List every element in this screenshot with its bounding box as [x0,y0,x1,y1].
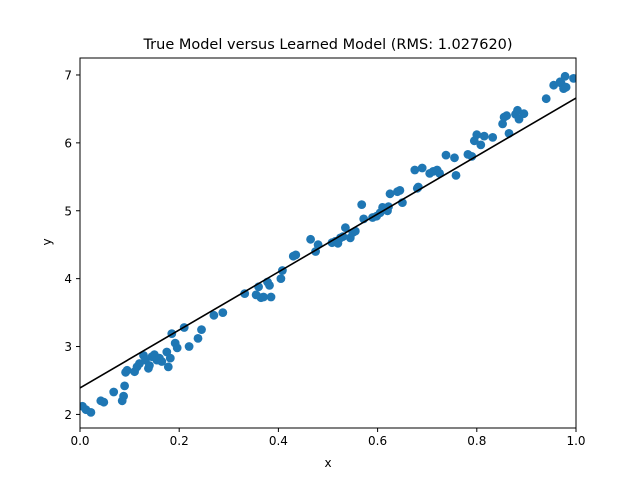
scatter-point [145,361,154,370]
scatter-point [451,171,461,180]
x-tick-label: 0.6 [368,434,387,448]
y-tick-label: 2 [64,408,72,422]
scatter-point [519,109,529,119]
scatter-point [184,342,194,351]
scatter-point [259,292,268,302]
scatter-point [569,74,576,83]
scatter-point [165,353,175,363]
scatter-point [450,153,459,163]
y-axis-label: y [40,238,54,245]
y-tick-label: 4 [64,272,72,286]
scatter-point [479,131,489,141]
scatter-point [240,289,250,298]
scatter-point [476,140,486,150]
x-tick-label: 0.2 [170,434,189,448]
scatter-point [86,408,96,417]
scatter-point [498,119,507,129]
scatter-point [472,130,482,140]
scatter-point [467,152,477,161]
scatter-point [560,71,570,81]
x-tick-label: 0.4 [269,434,288,448]
y-tick-label: 5 [64,204,72,218]
scatter-point [265,281,274,290]
scatter-point [266,292,276,302]
scatter-point [209,310,219,320]
scatter-point [341,223,350,233]
scatter-point [157,357,167,366]
scatter-point [561,82,571,92]
scatter-point [338,232,348,242]
x-axis-label: x [324,456,331,470]
scatter-point [197,325,206,334]
scatter-point [291,250,301,260]
y-axis: 2 3 4 5 6 7 [64,68,80,422]
y-tick-label: 3 [64,340,72,354]
y-tick-label: 6 [64,136,72,150]
scatter-point [276,274,286,283]
scatter-point [109,387,119,397]
scatter-point [502,111,511,121]
scatter-point [441,150,451,160]
scatter-point [395,186,405,195]
scatter-point [385,189,395,199]
scatter-point [120,381,129,391]
scatter-point [218,308,228,317]
scatter-point [541,94,551,104]
chart-title: True Model versus Learned Model (RMS: 1.… [142,37,512,53]
fit-line-layer [79,97,577,389]
x-tick-label: 0.8 [467,434,486,448]
y-tick-label: 7 [64,68,72,82]
x-tick-label: 1.0 [566,434,585,448]
fit-line [79,97,577,389]
scatter-point [357,200,367,210]
scatter-point [172,343,182,353]
scatter-point [119,391,128,401]
scatter-point [417,163,427,173]
scatter-point [306,234,315,244]
scatter-point [410,165,420,175]
scatter-point [122,365,132,375]
scatter-point [99,397,109,407]
scatter-point [488,133,498,142]
scatter-point [163,362,173,372]
plot-frame [79,57,577,429]
scatter-point [193,334,203,343]
x-axis: 0.0 0.2 0.4 0.6 0.8 1.0 [70,428,586,448]
x-tick-label: 0.0 [70,434,89,448]
